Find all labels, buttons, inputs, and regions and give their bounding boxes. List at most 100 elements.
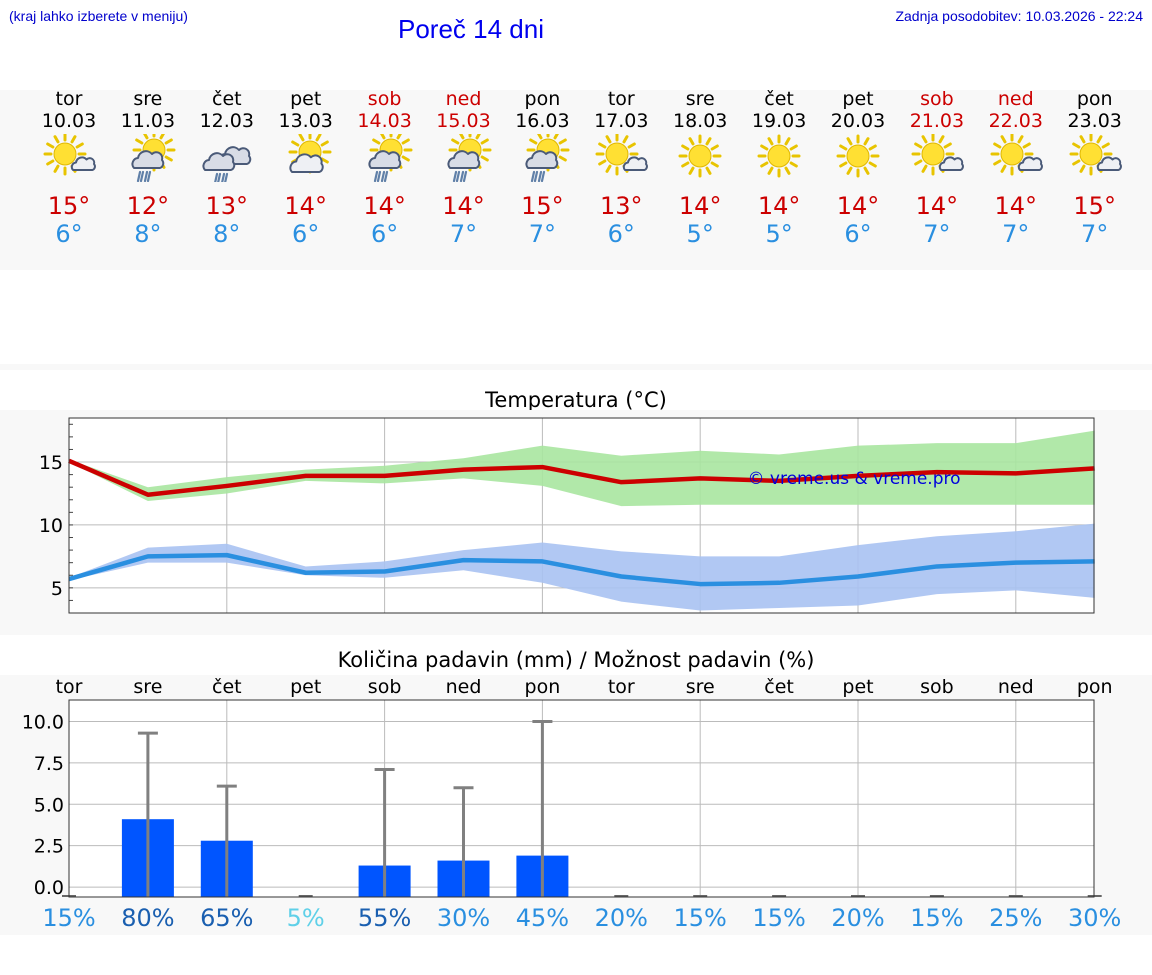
sun-cloud-rain-icon: [446, 134, 491, 182]
sun-ray: [159, 134, 165, 140]
day-date: 18.03: [672, 110, 728, 132]
sun-cloud-rain-icon: [368, 134, 413, 182]
sun-ray: [868, 144, 877, 151]
sun-ray: [70, 135, 77, 144]
min-temp: 7°: [1002, 220, 1030, 248]
max-temp: 13°: [205, 192, 249, 220]
precip-probability: 80%: [121, 904, 174, 932]
x-category-label: čet: [212, 676, 242, 698]
precip-probability: 30%: [437, 904, 490, 932]
precip-probability: 5%: [287, 904, 325, 932]
day-date: 10.03: [41, 110, 97, 132]
sun-ray: [529, 138, 538, 145]
day-date: 11.03: [120, 110, 176, 132]
y-tick-label: 5: [51, 578, 63, 600]
sun-icon: [757, 134, 801, 178]
cloud-shape: [938, 156, 964, 171]
sun-ray: [605, 164, 612, 173]
sun-ray: [943, 142, 952, 149]
rain-drop: [220, 172, 225, 182]
day-name: pet: [290, 88, 322, 110]
x-category-label: tor: [608, 676, 635, 698]
max-temp: 14°: [757, 192, 801, 220]
x-category-label: sre: [686, 676, 715, 698]
sun-ray: [371, 138, 380, 145]
day-date: 15.03: [436, 110, 491, 132]
x-category-label: tor: [56, 676, 83, 698]
min-temp-line: [68, 552, 1095, 587]
day-column: sre 18.03 14° 5°: [660, 88, 740, 248]
day-date: 20.03: [830, 110, 886, 132]
day-name: čet: [764, 88, 794, 110]
day-name: sre: [685, 88, 715, 110]
rain-drop: [459, 170, 464, 182]
max-temp: 15°: [1073, 192, 1116, 220]
sun-cloud-icon: [595, 134, 649, 176]
min-temp: 5°: [686, 220, 714, 248]
min-temp: 6°: [370, 220, 399, 248]
cloud-shape: [446, 150, 480, 169]
rain-drop: [534, 170, 539, 182]
sun-ray: [1000, 164, 1007, 173]
sun-ray: [480, 138, 489, 145]
sun-ray: [710, 144, 720, 151]
x-category-label: ned: [998, 676, 1034, 698]
day-column: ned 22.03 14° 7°: [976, 88, 1056, 248]
y-tick-label: 0.0: [34, 877, 64, 899]
y-tick-label: 5.0: [34, 794, 64, 816]
sun-cloud-icon: [911, 134, 964, 176]
max-temp: 13°: [600, 192, 643, 220]
min-temp: 7°: [528, 220, 557, 248]
sun-ray: [46, 159, 55, 166]
sun-ray: [846, 137, 853, 146]
forecast-band: [0, 90, 1152, 270]
x-category-label: sre: [133, 676, 162, 698]
sun-cloud-icon: [1069, 134, 1122, 176]
sun-ray: [401, 155, 410, 162]
sun-cloud-rain-icon: [131, 134, 176, 182]
cloud-shape: [623, 156, 649, 171]
day-date: 12.03: [199, 110, 254, 132]
sun-disc: [846, 144, 870, 168]
cloud-shape: [289, 153, 324, 173]
precipitation-chart: tor sre čet pet sob ned pon tor sre čet pet sob ned p…: [22, 676, 1122, 932]
cloud-shape: [202, 152, 236, 171]
sun-ray: [598, 142, 607, 149]
day-name: tor: [607, 88, 635, 110]
sun-ray: [379, 134, 386, 140]
sun-ray: [320, 157, 329, 164]
precip-probability: 30%: [1068, 904, 1121, 932]
day-column: pet 13.03 14° 6°: [266, 88, 346, 248]
sun-ray: [135, 138, 144, 145]
min-temp: 7°: [449, 220, 478, 248]
sun-ray: [1096, 135, 1103, 144]
sun-ray: [868, 161, 877, 168]
precip-probability: 20%: [831, 904, 884, 932]
sun-cloud-rain-icon: [525, 134, 570, 182]
sun-ray: [921, 135, 928, 144]
sun-ray: [458, 134, 464, 140]
min-temp: 8°: [213, 220, 241, 248]
page-title: Poreč 14 dni: [398, 14, 544, 44]
sun-ray: [605, 135, 612, 144]
sun-disc: [767, 144, 791, 168]
menu-hint: (kraj lahko izberete v meniju): [9, 8, 188, 24]
cloud-rain-icon: [202, 146, 252, 182]
max-range-band: [69, 430, 1095, 507]
precip-probability: 15%: [42, 904, 95, 932]
precip-probability: 15%: [752, 904, 805, 932]
min-temp: 6°: [844, 220, 872, 248]
precip-probability: 20%: [595, 904, 648, 932]
sun-ray: [559, 138, 568, 145]
sun-ray: [315, 134, 322, 142]
x-category-label: pon: [1077, 676, 1113, 698]
y-tick-label: 7.5: [34, 753, 64, 775]
day-date: 16.03: [515, 110, 570, 132]
precip-probability: 15%: [674, 904, 727, 932]
sun-ray: [938, 135, 945, 144]
rain-drop: [538, 170, 543, 182]
max-temp: 15°: [47, 192, 91, 220]
sun-ray: [53, 135, 60, 144]
sun-ray: [1101, 142, 1110, 149]
y-tick-label: 10: [39, 515, 63, 537]
